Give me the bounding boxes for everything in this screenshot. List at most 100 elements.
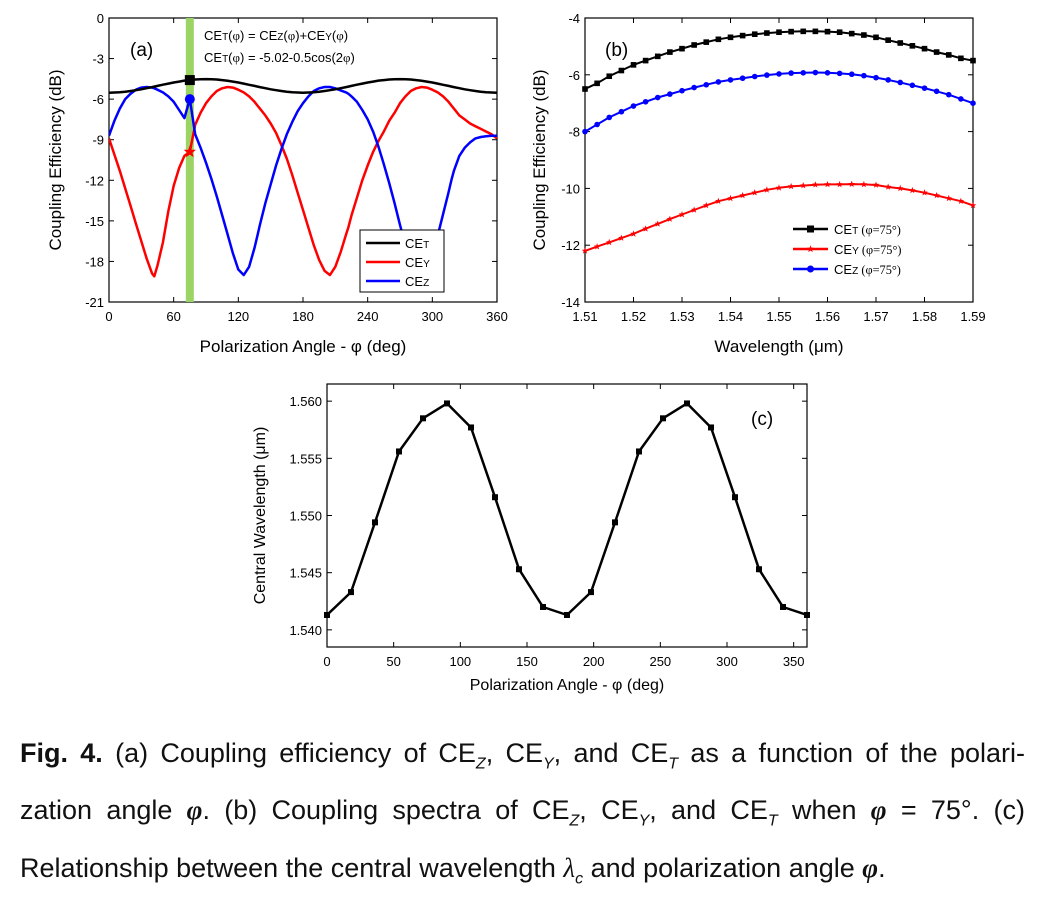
data-point <box>594 121 600 128</box>
x-tick-label: 1.58 <box>912 309 937 324</box>
figure-charts: 0 60 120 180 240 300 360 0 -3 -6 -9 -12 -15 -18 -21 Pol… <box>46 11 986 694</box>
caption-phi: φ <box>186 795 203 826</box>
y-tick-label: -18 <box>85 254 104 269</box>
data-point <box>582 128 588 135</box>
data-point <box>861 72 867 79</box>
legend-label: CET <box>405 236 429 251</box>
x-tick-label: 300 <box>421 309 443 324</box>
x-tick-label: 1.52 <box>621 309 646 324</box>
panel-c: 0 50 100 150 200 250 300 350 1.540 1.545 1.550 1.55… <box>252 383 810 694</box>
data-point <box>836 70 843 77</box>
data-point <box>630 103 637 109</box>
data-point <box>788 70 794 76</box>
x-tick-label: 350 <box>783 654 805 669</box>
data-point <box>703 81 710 88</box>
y-axis-label: Central Wavelength (μm) <box>252 427 269 605</box>
data-point <box>860 180 868 188</box>
data-point <box>780 603 786 610</box>
legend-label: CET (φ=75°) <box>834 222 901 237</box>
y-tick-label: -3 <box>92 52 104 67</box>
data-point <box>763 186 771 193</box>
data-point <box>909 186 916 194</box>
legend: CET CEY CEZ <box>359 229 445 293</box>
data-point <box>804 611 810 618</box>
data-point <box>684 400 690 407</box>
caption-phi: φ <box>862 852 879 883</box>
data-point <box>678 211 686 218</box>
highlight-marker-cez <box>184 94 195 105</box>
x-tick-label: 200 <box>583 654 605 669</box>
x-tick-label: 1.54 <box>718 309 743 324</box>
data-point <box>969 201 977 209</box>
x-tick-label: 1.56 <box>815 309 840 324</box>
data-point <box>690 206 698 213</box>
panel-a: 0 60 120 180 240 300 360 0 -3 -6 -9 -12 -15 -18 -21 Pol… <box>46 11 508 356</box>
data-point <box>630 62 637 68</box>
data-point <box>958 96 964 102</box>
legend-label: CEZ <box>405 274 429 289</box>
x-tick-label: 0 <box>105 309 112 324</box>
caption-part: , and CE <box>649 795 768 826</box>
x-tick-label: 150 <box>516 654 538 669</box>
data-point <box>667 49 673 55</box>
data-point <box>921 45 928 52</box>
x-tick-label: 360 <box>486 309 508 324</box>
data-point <box>909 43 916 49</box>
data-point <box>715 79 722 85</box>
data-point <box>933 192 940 199</box>
data-point <box>606 73 613 80</box>
data-point <box>799 182 807 189</box>
caption-sub: Z <box>569 812 580 830</box>
caption-sub: Z <box>475 755 486 773</box>
data-point <box>958 55 964 62</box>
data-point <box>739 32 746 39</box>
legend-marker <box>807 265 814 273</box>
data-point <box>848 30 855 37</box>
data-point <box>396 448 402 455</box>
data-point <box>540 603 546 610</box>
data-point <box>848 180 856 187</box>
highlight-band <box>185 18 194 302</box>
data-point <box>691 84 697 91</box>
caption-part: = 75°. <box>886 795 980 826</box>
data-point <box>618 67 625 74</box>
y-tick-label: 1.560 <box>289 394 322 409</box>
series-line <box>327 402 807 617</box>
data-point <box>679 45 685 52</box>
data-point <box>896 184 904 192</box>
data-point <box>642 57 649 64</box>
x-tick-label: 0 <box>323 654 330 669</box>
y-tick-label: 0 <box>97 11 104 26</box>
caption-sub: Y <box>542 755 554 773</box>
x-tick-label: 1.51 <box>572 309 597 324</box>
x-axis-label: Wavelength (μm) <box>714 337 843 356</box>
x-axis-label: Polarization Angle - φ (deg) <box>470 677 664 694</box>
data-point <box>581 247 589 254</box>
data-point <box>824 28 831 35</box>
data-point <box>516 566 522 573</box>
data-point <box>800 70 807 76</box>
data-point <box>727 77 734 83</box>
caption-part: (a) Coupling efficiency of CE <box>115 738 476 768</box>
y-tick-label: -21 <box>85 295 104 310</box>
caption-sub: T <box>767 812 778 830</box>
data-point <box>739 192 746 199</box>
data-point <box>667 91 673 97</box>
y-tick-label: -15 <box>85 214 104 229</box>
data-point <box>884 183 892 190</box>
y-tick-label: -14 <box>561 295 580 310</box>
y-tick-label: 1.550 <box>289 509 322 524</box>
data-point <box>582 86 588 92</box>
data-point <box>836 180 843 188</box>
y-tick-label: 1.540 <box>289 623 322 638</box>
data-point <box>787 182 795 190</box>
data-point <box>606 114 613 121</box>
data-point <box>800 28 807 35</box>
highlight-marker-cey <box>183 145 197 158</box>
data-point <box>824 70 831 76</box>
data-point <box>776 29 782 35</box>
data-point <box>444 400 450 407</box>
figure-caption: Fig. 4. (a) Coupling efficiency of CEZ, … <box>20 730 1025 902</box>
data-point <box>588 589 594 596</box>
x-tick-label: 240 <box>357 309 379 324</box>
